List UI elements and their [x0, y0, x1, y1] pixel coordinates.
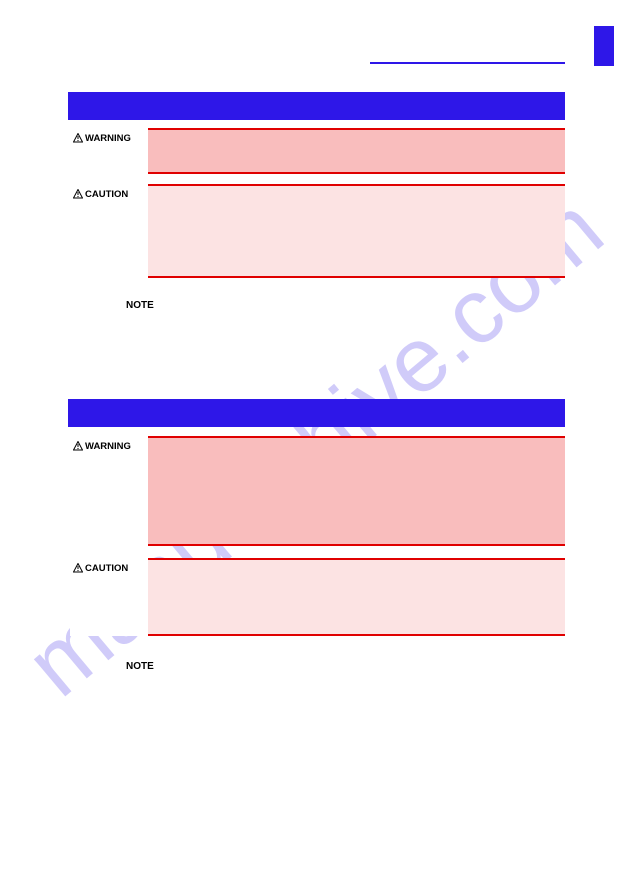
note-label-1: NOTE	[126, 300, 154, 311]
corner-tab	[594, 26, 614, 66]
caution-label-1: CAUTION	[85, 189, 128, 200]
warning-icon	[73, 441, 83, 451]
caution-box-1	[148, 184, 565, 278]
section-bar-2	[68, 399, 565, 427]
warning-icon	[73, 189, 83, 199]
warning-label-2: WARNING	[85, 441, 131, 452]
warning-icon	[73, 563, 83, 573]
warning-label-cell-2: WARNING	[70, 436, 148, 546]
warning-label-cell-1: WARNING	[70, 128, 148, 174]
caution-label-cell-2: CAUTION	[70, 558, 148, 636]
warning-box-2	[148, 436, 565, 546]
warning-icon	[73, 133, 83, 143]
caution-box-2	[148, 558, 565, 636]
caution-label-2: CAUTION	[85, 563, 128, 574]
warning-label-1: WARNING	[85, 133, 131, 144]
note-label-2: NOTE	[126, 661, 154, 672]
warning-box-1	[148, 128, 565, 174]
caution-label-cell-1: CAUTION	[70, 184, 148, 278]
section-bar-1	[68, 92, 565, 120]
header-underline	[370, 62, 565, 64]
